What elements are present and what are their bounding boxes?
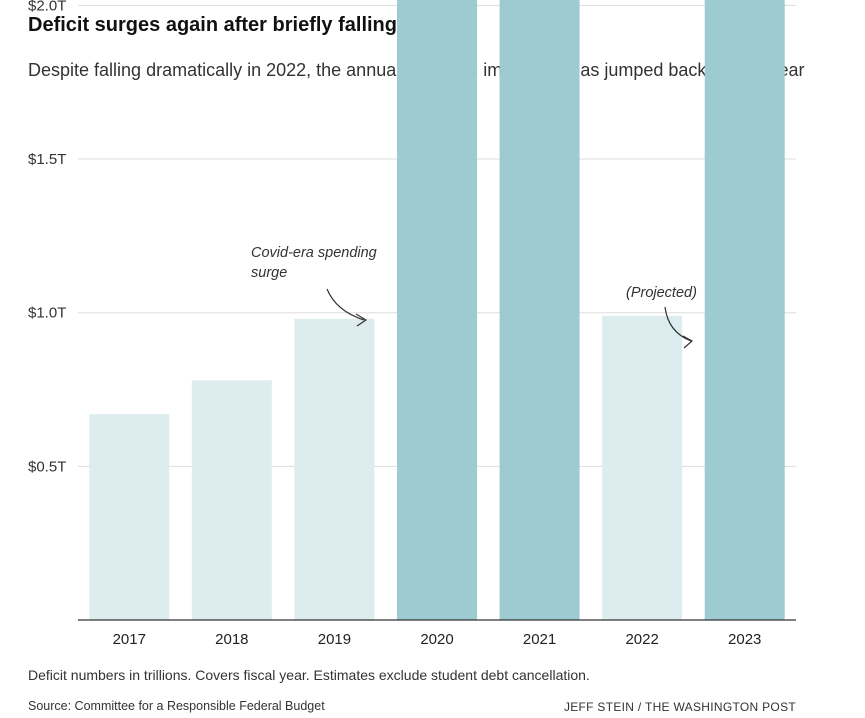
- bar-2021: [499, 0, 580, 620]
- annotation-arrowhead-projected: [682, 335, 694, 349]
- bar-2023: [704, 0, 785, 620]
- chart-note: Deficit numbers in trillions. Covers fis…: [28, 667, 590, 683]
- x-tick-label: 2020: [420, 631, 453, 648]
- bar-2019: [294, 318, 375, 620]
- x-tick-label: 2017: [113, 631, 146, 648]
- bar-chart: $0.5T$1.0T$1.5T$2.0T$2.5T$3.0T2017201820…: [28, 0, 796, 648]
- x-tick-label: 2018: [215, 631, 248, 648]
- annotation-arrow-covid: [326, 288, 365, 321]
- source-line: Source: Committee for a Responsible Fede…: [28, 699, 325, 713]
- y-tick-label: $1.0T: [28, 305, 66, 322]
- bar-2020: [397, 0, 477, 620]
- x-tick-label: 2021: [523, 631, 556, 648]
- y-tick-label: $2.0T: [28, 0, 66, 14]
- chart-title: Deficit surges again after briefly falli…: [28, 14, 397, 36]
- x-tick-label: 2023: [728, 631, 761, 648]
- credit-line: JEFF STEIN / THE WASHINGTON POST: [563, 700, 796, 714]
- annotation-covid: Covid-era spending surge: [251, 245, 377, 281]
- y-tick-label: $1.5T: [28, 151, 66, 168]
- bar-2018: [191, 380, 272, 620]
- y-tick-label: $0.5T: [28, 458, 66, 475]
- annotation-projected: (Projected): [626, 285, 697, 301]
- x-tick-label: 2022: [625, 631, 658, 648]
- annotation-arrow-projected: [664, 306, 692, 342]
- bar-2022: [602, 315, 683, 620]
- x-tick-label: 2019: [318, 631, 351, 648]
- annotation-arrowhead-covid: [355, 313, 368, 327]
- bar-2017: [89, 414, 170, 620]
